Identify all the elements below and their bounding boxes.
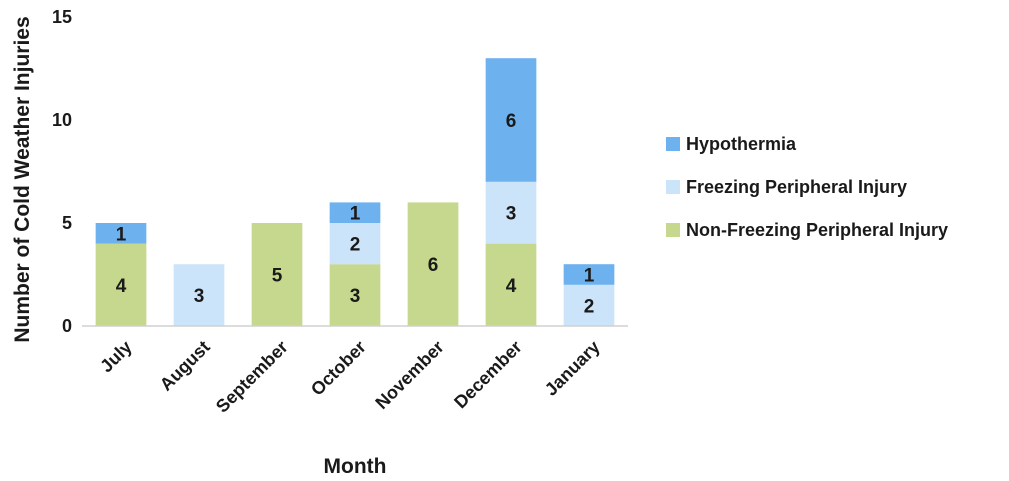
legend-swatch-non-freezing-peripheral-injury — [666, 223, 680, 237]
bar-october-non-freezing-peripheral-injury — [329, 264, 381, 326]
legend-swatch-hypothermia — [666, 137, 680, 151]
legend-label-freezing-peripheral-injury: Freezing Peripheral Injury — [686, 177, 907, 197]
y-tick-label: 10 — [52, 110, 72, 130]
x-tick-label: October — [307, 337, 370, 400]
data-label: 1 — [350, 204, 361, 225]
data-label: 2 — [350, 235, 361, 256]
x-tick-label: July — [96, 337, 136, 377]
bar-january-freezing-peripheral-injury — [563, 284, 615, 326]
legend: Hypothermia Freezing Peripheral Injury Non… — [666, 134, 948, 240]
x-tick-label: January — [541, 337, 604, 400]
bar-november-non-freezing-peripheral-injury — [407, 202, 459, 326]
bar-august-freezing-peripheral-injury — [173, 264, 225, 326]
data-label: 2 — [584, 296, 595, 317]
y-axis-title: Number of Cold Weather Injuries — [11, 16, 34, 342]
y-tick-label: 15 — [52, 7, 72, 27]
bar-january-hypothermia — [563, 264, 615, 285]
data-label: 3 — [350, 286, 361, 307]
bar-december-non-freezing-peripheral-injury — [485, 243, 537, 326]
data-label: 6 — [506, 111, 517, 132]
bar-october-freezing-peripheral-injury — [329, 223, 381, 265]
y-axis-ticks: 0 5 10 15 — [52, 7, 72, 336]
data-label: 4 — [116, 276, 127, 297]
data-label: 3 — [506, 204, 517, 225]
bars: 4 1 3 5 3 2 1 6 4 3 6 2 1 — [95, 58, 615, 326]
x-tick-label: November — [371, 337, 447, 413]
data-label: 1 — [116, 224, 127, 245]
legend-label-non-freezing-peripheral-injury: Non-Freezing Peripheral Injury — [686, 220, 948, 240]
bar-december-freezing-peripheral-injury — [485, 181, 537, 244]
data-label: 3 — [194, 286, 205, 307]
x-tick-label: December — [450, 337, 526, 413]
x-axis-title: Month — [324, 455, 387, 478]
bar-july-non-freezing-peripheral-injury — [95, 243, 147, 326]
y-tick-label: 0 — [62, 316, 72, 336]
data-label: 6 — [428, 255, 439, 276]
legend-swatch-freezing-peripheral-injury — [666, 180, 680, 194]
bar-october-hypothermia — [329, 202, 381, 223]
legend-label-hypothermia: Hypothermia — [686, 134, 797, 154]
bar-december-hypothermia — [485, 58, 537, 182]
data-label: 4 — [506, 276, 517, 297]
x-tick-label: September — [212, 337, 292, 417]
data-label: 5 — [272, 266, 283, 287]
data-label: 1 — [584, 266, 595, 287]
bar-september-non-freezing-peripheral-injury — [251, 223, 303, 326]
y-tick-label: 5 — [62, 213, 72, 233]
bar-july-hypothermia — [95, 223, 147, 244]
x-tick-label: August — [156, 337, 214, 395]
